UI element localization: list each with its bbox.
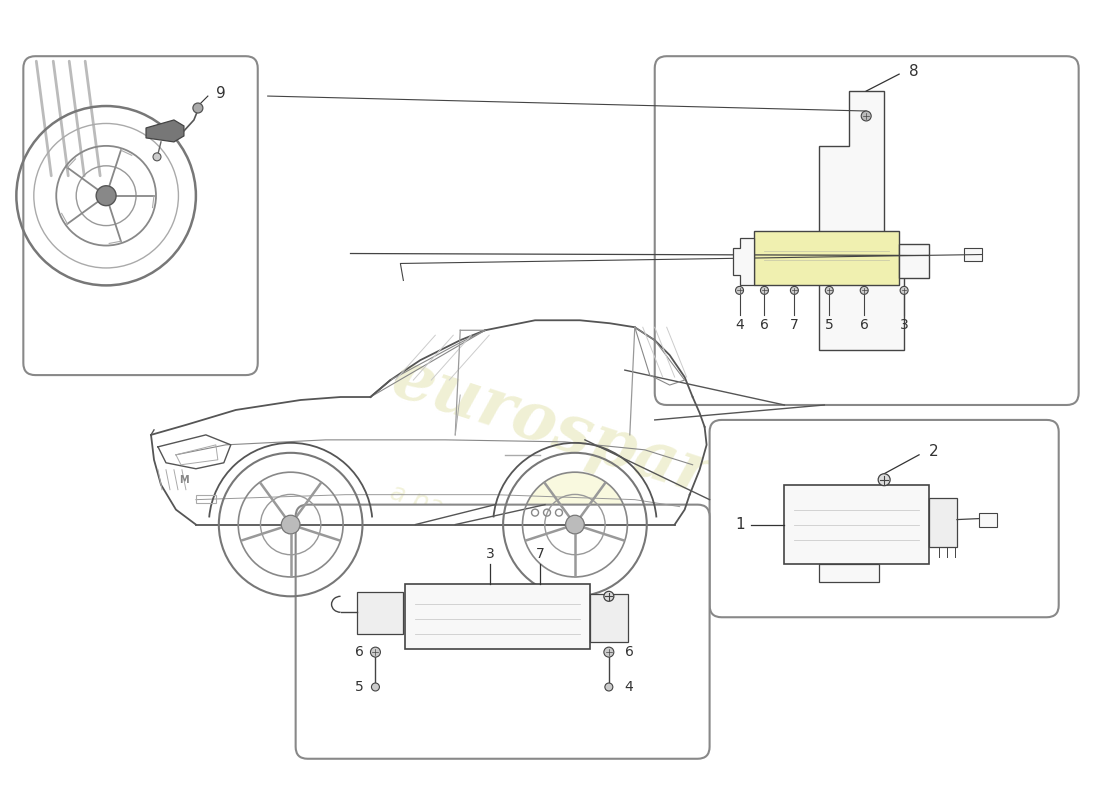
Circle shape bbox=[791, 286, 799, 294]
Circle shape bbox=[282, 515, 300, 534]
Text: 7: 7 bbox=[790, 318, 799, 332]
Text: 3: 3 bbox=[900, 318, 909, 332]
Bar bbox=[899, 243, 930, 278]
Circle shape bbox=[878, 474, 890, 486]
Bar bbox=[358, 592, 404, 634]
Circle shape bbox=[96, 186, 117, 206]
Circle shape bbox=[860, 286, 868, 294]
Text: eurospares: eurospares bbox=[384, 345, 796, 534]
Text: a passion for parts since 1986: a passion for parts since 1986 bbox=[386, 480, 754, 619]
FancyBboxPatch shape bbox=[654, 56, 1079, 405]
Bar bbox=[820, 565, 879, 582]
Text: 6: 6 bbox=[625, 645, 634, 659]
Polygon shape bbox=[146, 120, 184, 142]
Polygon shape bbox=[733, 238, 755, 286]
Bar bbox=[964, 247, 982, 262]
Bar bbox=[930, 498, 957, 547]
FancyBboxPatch shape bbox=[710, 420, 1058, 618]
FancyBboxPatch shape bbox=[296, 505, 710, 758]
Circle shape bbox=[604, 647, 614, 657]
Text: 8: 8 bbox=[909, 64, 918, 78]
Circle shape bbox=[371, 647, 381, 657]
Bar bbox=[784, 485, 930, 565]
Circle shape bbox=[565, 515, 584, 534]
Circle shape bbox=[604, 591, 614, 602]
Circle shape bbox=[192, 103, 202, 113]
Text: 5: 5 bbox=[825, 318, 834, 332]
Circle shape bbox=[522, 472, 627, 577]
FancyBboxPatch shape bbox=[23, 56, 257, 375]
Bar bbox=[196, 494, 216, 502]
Text: 5: 5 bbox=[354, 680, 363, 694]
Text: M: M bbox=[179, 474, 189, 485]
Text: 6: 6 bbox=[860, 318, 869, 332]
Bar bbox=[406, 584, 590, 649]
Circle shape bbox=[736, 286, 744, 294]
Circle shape bbox=[153, 153, 161, 161]
Circle shape bbox=[760, 286, 769, 294]
Bar bbox=[755, 230, 899, 286]
Circle shape bbox=[900, 286, 909, 294]
Circle shape bbox=[825, 286, 834, 294]
Bar bbox=[979, 513, 997, 526]
Text: 9: 9 bbox=[216, 86, 225, 101]
Circle shape bbox=[372, 683, 379, 691]
Text: 7: 7 bbox=[536, 547, 544, 562]
Text: 3: 3 bbox=[486, 547, 495, 562]
Text: 2: 2 bbox=[930, 444, 938, 459]
Text: 6: 6 bbox=[354, 645, 363, 659]
Text: 4: 4 bbox=[735, 318, 744, 332]
Bar bbox=[590, 594, 628, 642]
Polygon shape bbox=[820, 91, 904, 350]
Circle shape bbox=[605, 683, 613, 691]
Text: 4: 4 bbox=[625, 680, 634, 694]
Text: 6: 6 bbox=[760, 318, 769, 332]
Text: 1: 1 bbox=[735, 517, 745, 532]
Circle shape bbox=[861, 111, 871, 121]
